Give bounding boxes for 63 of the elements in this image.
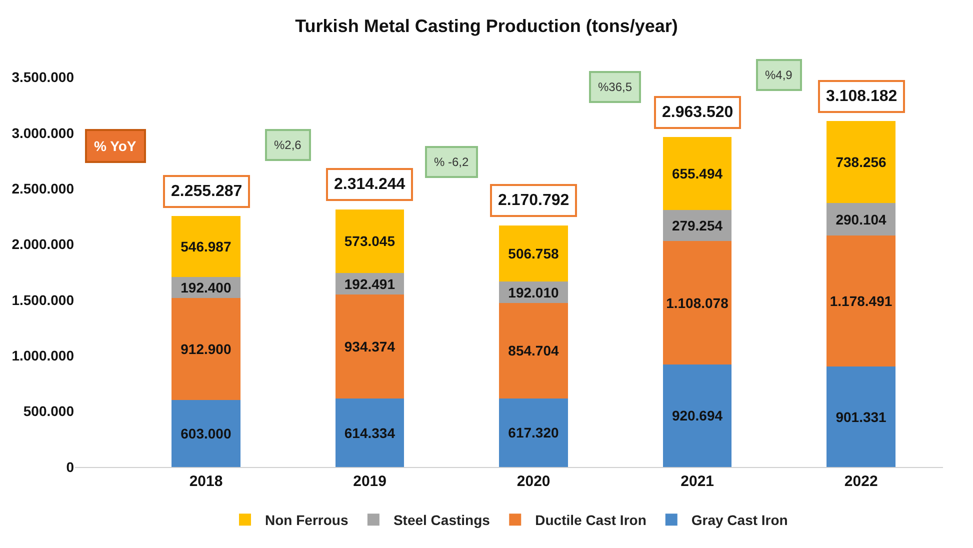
x-tick-label: 2022 xyxy=(844,473,878,490)
data-label: 614.334 xyxy=(344,424,396,441)
data-label: 279.254 xyxy=(672,218,723,234)
data-label: 192.400 xyxy=(180,279,232,296)
y-tick-label: 1.000.000 xyxy=(12,348,74,364)
total-label: 2.255.287 xyxy=(171,183,242,200)
bar xyxy=(662,241,732,364)
bar xyxy=(335,209,404,274)
data-label: 920.694 xyxy=(672,408,723,424)
total-label: 2.314.244 xyxy=(334,176,406,193)
annotation: % YoY xyxy=(94,138,137,154)
bar xyxy=(172,216,240,277)
data-label: 192.491 xyxy=(344,276,396,292)
annotation: % -6,2 xyxy=(434,155,470,169)
bar xyxy=(499,398,568,467)
data-label: 192.010 xyxy=(508,284,559,300)
bar xyxy=(826,235,896,367)
data-label: 854.704 xyxy=(508,342,559,359)
data-label: 1.178.491 xyxy=(830,293,892,310)
chart-title: Turkish Metal Casting Production (tons/year) xyxy=(295,16,678,36)
legend-label: Steel Castings xyxy=(393,512,490,528)
data-label: 546.987 xyxy=(180,238,232,254)
x-tick-label: 2019 xyxy=(353,473,386,490)
bar xyxy=(335,294,404,399)
y-tick-label: 2.500.000 xyxy=(12,180,74,197)
y-tick-label: 3.000.000 xyxy=(12,124,74,141)
bar xyxy=(826,366,896,467)
bar xyxy=(499,225,568,282)
y-tick-label: 0 xyxy=(66,458,74,475)
annotation: %36,5 xyxy=(598,80,632,94)
data-label: 573.045 xyxy=(344,233,396,250)
data-label: 506.758 xyxy=(508,245,559,262)
y-tick-label: 1.500.000 xyxy=(12,292,74,308)
bar xyxy=(662,364,732,467)
data-label: 655.494 xyxy=(672,166,723,182)
data-label: 934.374 xyxy=(344,338,396,355)
annotation: %2,6 xyxy=(274,138,302,152)
x-tick-label: 2018 xyxy=(189,473,223,490)
total-label: 2.963.520 xyxy=(662,104,734,121)
bar xyxy=(662,137,732,210)
y-tick-label: 3.500.000 xyxy=(12,69,74,86)
legend-label: Gray Cast Iron xyxy=(691,512,788,528)
bar xyxy=(826,120,896,204)
data-label: 617.320 xyxy=(508,424,559,441)
y-tick-label: 500.000 xyxy=(23,403,74,420)
legend-label: Non Ferrous xyxy=(265,512,348,528)
total-label: 2.170.792 xyxy=(498,192,570,209)
y-tick-label: 2.000.000 xyxy=(12,236,74,252)
bar xyxy=(499,303,568,398)
bar xyxy=(172,298,240,400)
data-label: 912.900 xyxy=(180,341,232,358)
data-label: 738.256 xyxy=(836,154,887,170)
bar xyxy=(172,400,240,467)
annotation: %4,9 xyxy=(765,68,793,82)
data-label: 901.331 xyxy=(836,408,887,425)
data-label: 603.000 xyxy=(180,425,232,442)
x-tick-label: 2021 xyxy=(680,473,714,490)
data-label: 290.104 xyxy=(836,211,887,228)
data-label: 1.108.078 xyxy=(666,294,729,311)
bar xyxy=(335,398,404,467)
x-tick-label: 2020 xyxy=(516,473,550,490)
total-label: 3.108.182 xyxy=(826,88,898,105)
legend-label: Ductile Cast Iron xyxy=(535,512,646,528)
